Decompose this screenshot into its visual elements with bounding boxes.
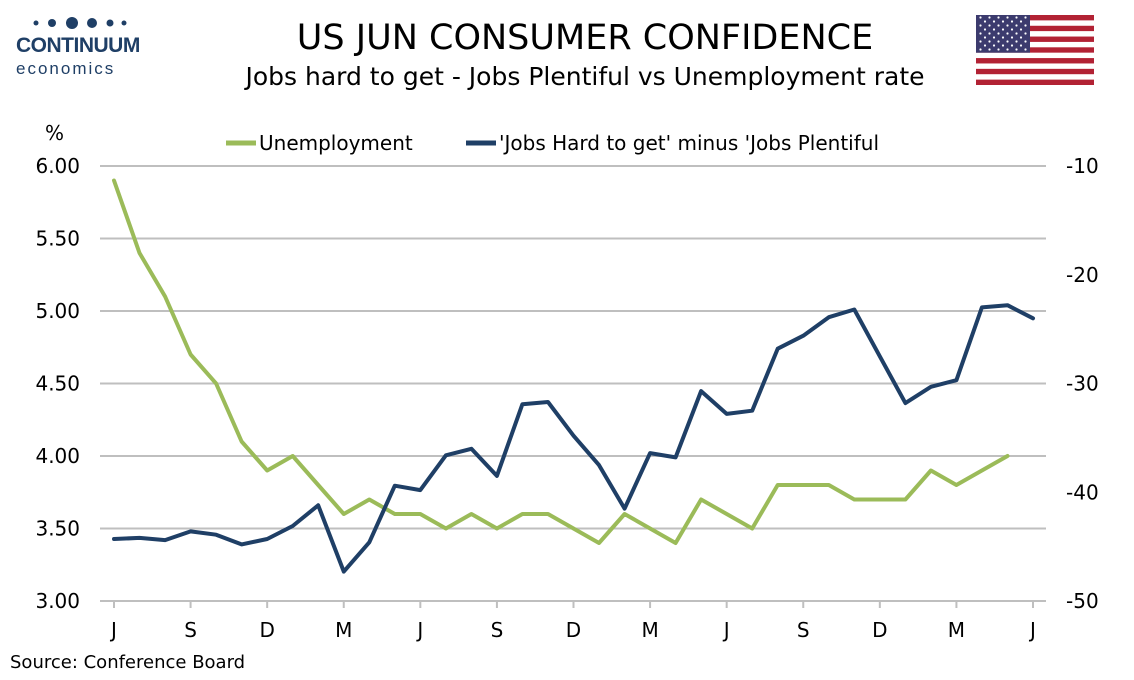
x-tick-label: D <box>259 618 274 642</box>
logo-sub: economics <box>16 59 116 78</box>
chart-subtitle: Jobs hard to get - Jobs Plentiful vs Une… <box>245 62 925 91</box>
legend-jobs-gap-label: 'Jobs Hard to get' minus 'Jobs Plentiful <box>499 131 879 155</box>
logo-name: CONTINUUM <box>16 34 140 57</box>
y-left-axis-label: % <box>45 121 64 145</box>
y-left-tick-label: 3.00 <box>35 589 80 613</box>
series-line-unemployment <box>112 178 1010 545</box>
series-line-jobs-gap <box>112 303 1035 574</box>
x-tick-label: D <box>872 618 887 642</box>
y-left-tick-label: 3.50 <box>35 517 80 541</box>
y-right-tick-label: -50 <box>1066 589 1099 613</box>
y-right-tick-label: -20 <box>1066 263 1099 287</box>
legend-unemployment-label: Unemployment <box>259 131 413 155</box>
y-left-tick-label: 4.50 <box>35 372 80 396</box>
y-left-tick-label: 4.00 <box>35 444 80 468</box>
x-tick-label: M <box>335 618 352 642</box>
x-tick-label: S <box>184 618 197 642</box>
x-tick-label: S <box>491 618 504 642</box>
source-note: Source: Conference Board <box>10 652 246 673</box>
y-right-tick-label: -40 <box>1066 480 1099 504</box>
x-tick-label: D <box>566 618 581 642</box>
x-tick-label: J <box>722 618 730 642</box>
y-left-tick-label: 5.50 <box>35 227 80 251</box>
x-tick-label: J <box>415 618 423 642</box>
x-tick-label: S <box>797 618 810 642</box>
y-right-tick-label: -30 <box>1066 372 1099 396</box>
x-tick-label: J <box>1028 618 1036 642</box>
continuum-logo: CONTINUUM economics <box>12 12 142 82</box>
y-left-tick-label: 6.00 <box>35 154 80 178</box>
y-right-tick-label: -10 <box>1066 154 1099 178</box>
x-tick-label: J <box>109 618 117 642</box>
x-tick-label: M <box>641 618 658 642</box>
y-left-tick-label: 5.00 <box>35 299 80 323</box>
logo-dots-icon <box>33 17 127 29</box>
chart-title: US JUN CONSUMER CONFIDENCE <box>296 18 874 58</box>
us-flag-icon <box>976 15 1094 85</box>
x-tick-label: M <box>948 618 965 642</box>
